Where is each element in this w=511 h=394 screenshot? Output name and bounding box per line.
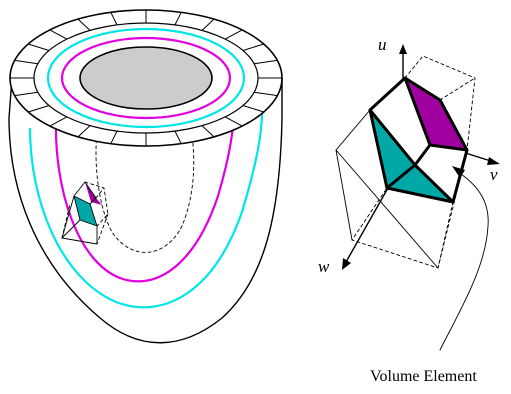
ring-segment-tick <box>174 130 182 144</box>
volume-element-caption: Volume Element <box>370 368 477 385</box>
v-axis-label: v <box>490 165 498 184</box>
purple-face <box>405 78 467 150</box>
w-axis-line <box>345 187 389 263</box>
caption-pointer-arrowhead <box>452 166 465 178</box>
cyan-layer-curve <box>28 111 264 309</box>
ring-segment-tick <box>28 43 50 51</box>
ring-segment-tick <box>174 12 182 26</box>
ring-segment-tick <box>254 59 278 65</box>
ring-segment-tick <box>28 105 50 113</box>
ring-segment-tick <box>254 91 278 97</box>
ring-segment-tick <box>49 29 68 40</box>
cavity-opening <box>79 46 213 110</box>
embedded-element-hidden-edges <box>61 181 109 245</box>
caption-pointer-line <box>439 171 489 351</box>
w-axis-arrowhead <box>342 258 351 270</box>
ring-segment-tick <box>224 116 243 127</box>
magenta-ring-top <box>60 36 232 120</box>
outer-wall-outline <box>8 77 283 344</box>
cyan-ring-top <box>46 27 246 129</box>
u-axis-label: u <box>378 35 387 54</box>
ring-segment-tick <box>14 91 38 97</box>
heart-wall-diagram <box>8 9 283 344</box>
magenta-layer-curve <box>54 107 236 283</box>
ring-segment-tick <box>201 18 215 31</box>
ring-segment-tick <box>242 43 264 51</box>
u-axis-arrowhead <box>399 44 407 54</box>
v-axis-arrowhead <box>487 157 500 165</box>
volume-element-hidden-edges <box>351 55 476 269</box>
ring-segment-tick <box>224 29 243 40</box>
ring-segment-tick <box>14 59 38 65</box>
ring-segment-tick <box>77 125 91 138</box>
ring-segment-tick <box>201 125 215 138</box>
embedded-volume-element <box>61 181 109 245</box>
w-axis-label: w <box>318 257 330 276</box>
ring-segment-tick <box>110 130 118 144</box>
white-interior-face <box>370 78 430 165</box>
lower-wedge-lines <box>335 109 439 269</box>
inner-cavity-hidden-line <box>95 107 195 253</box>
ring-segment-tick <box>77 18 91 31</box>
white-front-face <box>415 145 467 202</box>
volume-element-inner-edges <box>368 76 469 204</box>
volume-element-detail: u v w Volume Elemen <box>318 35 500 385</box>
ring-segment-tick <box>49 116 68 127</box>
ring-segment-tick <box>110 12 118 26</box>
ring-segment-tick <box>242 105 264 113</box>
